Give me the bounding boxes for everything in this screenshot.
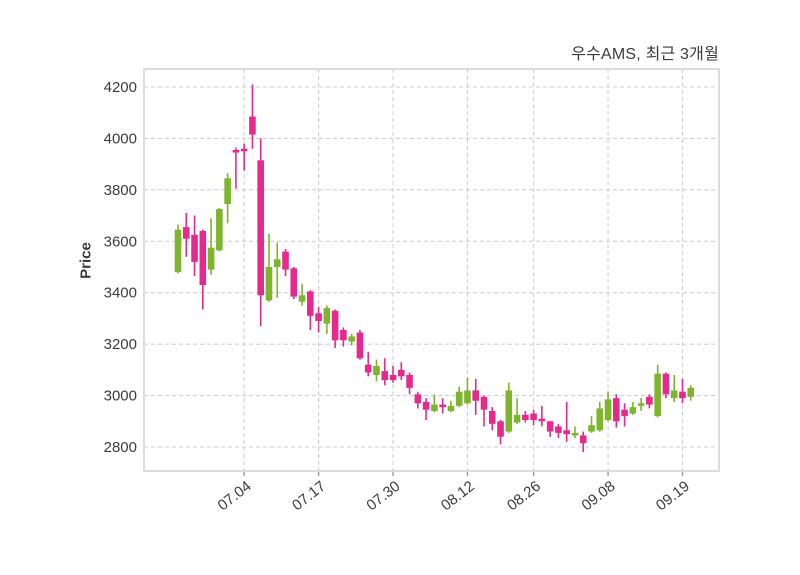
- candle-body: [298, 295, 306, 302]
- y-tick-label: 3000: [104, 388, 137, 405]
- candle-body: [604, 399, 612, 420]
- y-tick-label: 3600: [104, 233, 137, 250]
- candle-body: [431, 404, 438, 411]
- candle-body: [588, 425, 595, 432]
- candle-body: [439, 404, 446, 408]
- candle-body: [596, 408, 604, 431]
- candle-body: [364, 364, 372, 373]
- candle-body: [315, 313, 322, 321]
- candle-body: [331, 310, 339, 341]
- candle-body: [348, 336, 355, 342]
- candle-body: [687, 387, 695, 397]
- candle-body: [273, 259, 281, 267]
- x-tick-label: 08.26: [504, 478, 544, 515]
- candle-body: [182, 227, 190, 239]
- candle-body: [538, 418, 546, 422]
- candle-body: [530, 413, 537, 420]
- candle-body: [282, 251, 289, 270]
- candle-body: [373, 366, 380, 375]
- candle-body: [629, 407, 637, 414]
- candle-body: [637, 403, 645, 406]
- y-tick-label: 3200: [104, 336, 137, 353]
- y-tick-label: 2800: [104, 439, 137, 456]
- candle-body: [216, 209, 223, 251]
- candle-body: [613, 398, 620, 422]
- candle-body: [662, 373, 670, 395]
- x-tick-label: 07.30: [363, 478, 403, 515]
- candle-body: [563, 430, 570, 435]
- candle-body: [224, 178, 231, 204]
- candle-body: [265, 267, 273, 301]
- candle-body: [621, 409, 628, 417]
- candle-body: [513, 414, 521, 423]
- x-tick-label: 07.04: [215, 478, 255, 515]
- candle-body: [323, 308, 331, 324]
- candle-body: [447, 405, 455, 411]
- candle-body: [464, 390, 471, 404]
- candle-body: [232, 150, 240, 153]
- candle-body: [480, 396, 488, 410]
- candle-body: [646, 396, 653, 405]
- candle-body: [579, 435, 587, 444]
- x-tick-label: 09.08: [578, 478, 618, 515]
- candle-body: [249, 116, 256, 135]
- candle-body: [406, 375, 413, 388]
- y-tick-label: 3800: [104, 182, 137, 199]
- candle-body: [670, 390, 678, 399]
- candle-body: [455, 391, 463, 406]
- candle-body: [497, 421, 504, 437]
- candle-body: [381, 371, 389, 381]
- candle-body: [555, 426, 562, 433]
- x-tick-label: 09.19: [653, 478, 693, 515]
- candle-body: [191, 234, 198, 262]
- y-tick-label: 4200: [104, 79, 137, 96]
- candle-body: [546, 421, 554, 432]
- candle-body: [472, 390, 480, 401]
- candle-body: [356, 332, 364, 359]
- candle-body: [654, 373, 661, 417]
- candle-body: [207, 247, 215, 270]
- y-axis-title: Price: [77, 242, 95, 279]
- y-tick-label: 3400: [104, 285, 137, 302]
- x-tick-label: 07.17: [289, 478, 329, 515]
- candle-body: [488, 411, 496, 424]
- chart-title: 우수AMS, 최근 3개월: [571, 46, 719, 63]
- candle-body: [397, 369, 405, 377]
- candle-body: [522, 414, 529, 420]
- candle-body: [679, 391, 686, 399]
- candle-body: [199, 231, 207, 285]
- candle-body: [307, 291, 314, 316]
- candle-body: [257, 160, 264, 296]
- candle-body: [240, 148, 248, 152]
- candle-body: [571, 432, 579, 436]
- candle-body: [290, 268, 298, 297]
- y-tick-label: 4000: [104, 130, 137, 147]
- candle-body: [174, 229, 182, 273]
- candle-body: [340, 330, 347, 341]
- candle-body: [389, 375, 397, 381]
- candle-body: [505, 390, 513, 432]
- plot-border: [143, 68, 720, 472]
- candle-body: [422, 402, 430, 410]
- candle-body: [414, 394, 422, 404]
- x-tick-label: 08.12: [438, 478, 478, 515]
